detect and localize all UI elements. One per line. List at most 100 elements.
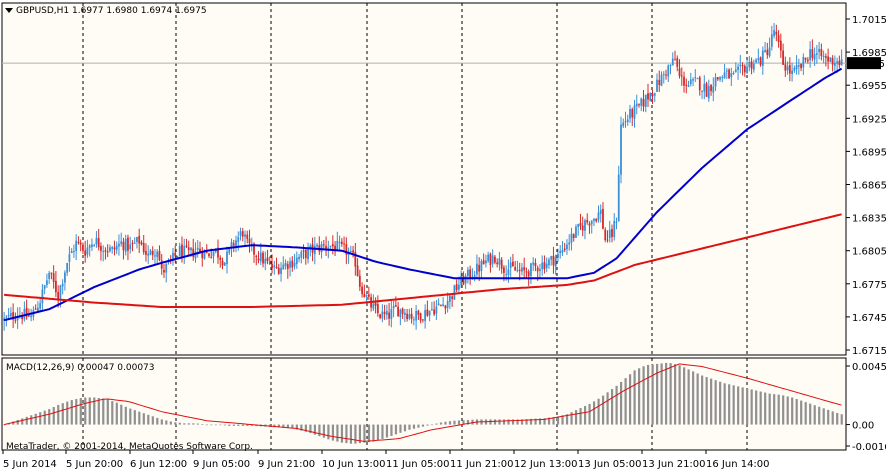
candle-body bbox=[84, 250, 87, 256]
candle-body bbox=[73, 250, 75, 252]
chart-menu-triangle-icon[interactable] bbox=[5, 8, 13, 13]
macd-histogram-bar bbox=[529, 418, 533, 425]
macd-histogram-bar bbox=[683, 367, 686, 425]
macd-histogram-bar bbox=[21, 418, 24, 425]
candle-body bbox=[210, 256, 213, 258]
candle-body bbox=[809, 49, 812, 61]
candle-body bbox=[415, 310, 418, 321]
candle-body bbox=[46, 280, 48, 286]
candle-body bbox=[151, 251, 154, 256]
candle-body bbox=[309, 245, 312, 248]
macd-histogram-bar bbox=[570, 412, 573, 425]
macd-histogram-bar bbox=[376, 424, 380, 441]
candle-body bbox=[827, 56, 830, 62]
candle-body bbox=[48, 272, 51, 279]
candle-body bbox=[338, 242, 341, 244]
macd-histogram-bar bbox=[426, 424, 429, 426]
candle-body bbox=[271, 263, 273, 269]
macd-histogram-bar bbox=[43, 410, 46, 425]
candle-body bbox=[142, 242, 145, 253]
candle-body bbox=[412, 319, 415, 321]
price-badge-background bbox=[847, 57, 881, 70]
macd-histogram-bar bbox=[696, 373, 699, 425]
candle-body bbox=[102, 251, 105, 253]
candle-body bbox=[383, 312, 386, 314]
candle-body bbox=[811, 49, 814, 59]
candle-body bbox=[755, 59, 757, 63]
candle-body bbox=[356, 265, 359, 277]
macd-histogram-bar bbox=[565, 414, 569, 425]
candle-body bbox=[408, 314, 411, 319]
candle-body bbox=[372, 303, 375, 309]
candle-body bbox=[302, 250, 305, 252]
candle-body bbox=[379, 314, 381, 318]
candle-body bbox=[561, 250, 564, 253]
macd-histogram-bar bbox=[138, 411, 141, 425]
candle-body bbox=[530, 263, 532, 276]
candle-body bbox=[97, 238, 100, 248]
macd-title: MACD(12,26,9) 0.00047 0.00073 bbox=[6, 363, 155, 373]
candle-body bbox=[548, 259, 550, 266]
candle-body bbox=[813, 54, 816, 60]
price-tick-label: 1.7015 bbox=[852, 15, 886, 26]
candle-body bbox=[710, 84, 712, 92]
candle-body bbox=[154, 255, 156, 257]
candle-body bbox=[496, 262, 499, 265]
time-tick-label: 9 Jun 05:00 bbox=[193, 459, 250, 470]
candle-body bbox=[55, 280, 57, 293]
candle-body bbox=[644, 94, 647, 107]
candle-body bbox=[482, 260, 485, 265]
macd-histogram-bar bbox=[831, 411, 834, 425]
candle-body bbox=[331, 244, 334, 247]
candle-body bbox=[109, 247, 111, 252]
macd-histogram-bar bbox=[687, 369, 690, 425]
candle-body bbox=[217, 247, 219, 258]
macd-histogram-bar bbox=[520, 419, 524, 425]
macd-histogram-bar bbox=[228, 424, 231, 426]
candle-body bbox=[149, 250, 152, 255]
macd-histogram-bar bbox=[201, 424, 204, 425]
macd-histogram-bar bbox=[615, 385, 618, 425]
candle-body bbox=[552, 255, 555, 266]
macd-histogram-bar bbox=[574, 410, 578, 425]
macd-histogram-bar bbox=[205, 424, 208, 426]
candle-body bbox=[503, 267, 505, 273]
macd-histogram-bar bbox=[710, 378, 713, 425]
candle-body bbox=[467, 269, 469, 277]
macd-histogram-bar bbox=[732, 385, 735, 425]
macd-plot-area[interactable] bbox=[1, 357, 847, 451]
candle-body bbox=[649, 92, 652, 101]
candle-body bbox=[343, 243, 345, 245]
candle-body bbox=[284, 262, 287, 267]
candle-body bbox=[43, 285, 46, 289]
candle-body bbox=[705, 83, 708, 97]
candle-body bbox=[777, 34, 780, 42]
candle-body bbox=[163, 269, 165, 273]
macd-histogram-bar bbox=[160, 419, 163, 425]
candle-body bbox=[602, 208, 604, 229]
macd-histogram-bar bbox=[381, 424, 384, 440]
macd-histogram-bar bbox=[827, 409, 830, 425]
candle-body bbox=[120, 241, 123, 245]
macd-histogram-bar bbox=[403, 424, 407, 432]
main-plot-area[interactable] bbox=[1, 2, 847, 356]
candle-body bbox=[165, 263, 168, 273]
candle-body bbox=[300, 251, 303, 258]
macd-histogram-bar bbox=[669, 363, 672, 425]
candle-body bbox=[246, 234, 249, 240]
candle-body bbox=[86, 247, 89, 255]
candle-body bbox=[57, 291, 60, 299]
macd-histogram-bar bbox=[768, 393, 771, 425]
macd-histogram-bar bbox=[728, 384, 731, 425]
macd-histogram-bar bbox=[106, 399, 109, 425]
moving-average-line bbox=[3, 67, 843, 322]
macd-histogram-bar bbox=[318, 424, 321, 437]
candle-body bbox=[93, 245, 96, 247]
candle-body bbox=[424, 310, 427, 321]
candle-body bbox=[696, 78, 699, 80]
candle-body bbox=[775, 31, 778, 35]
macd-histogram-bar bbox=[174, 422, 177, 425]
candle-body bbox=[50, 272, 53, 274]
macd-histogram-bar bbox=[493, 419, 497, 425]
candle-body bbox=[34, 308, 37, 310]
